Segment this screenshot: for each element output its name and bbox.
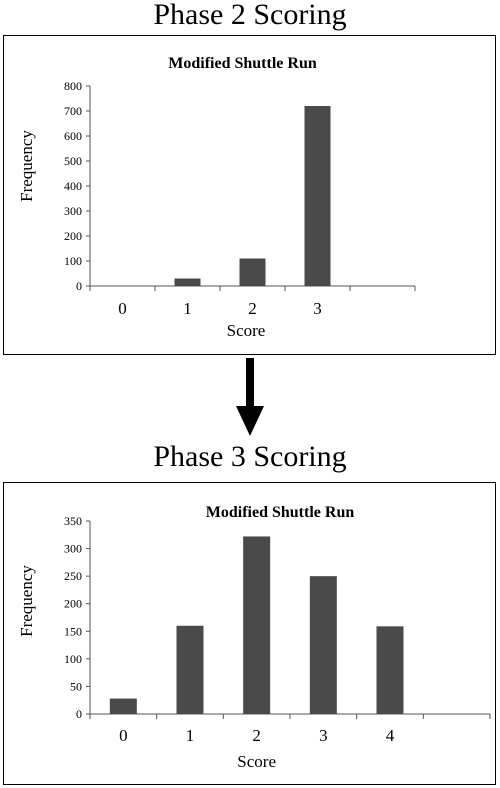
down-arrow-icon [236, 358, 264, 436]
y-tick-label: 50 [70, 679, 82, 693]
x-tick-label: 2 [248, 299, 257, 318]
y-tick-label: 350 [64, 514, 82, 528]
phase-3-chart: Modified Shuttle Run 0 50 100 150 200 250 300 35… [17, 504, 491, 771]
x-tick-label: 2 [252, 726, 261, 745]
phase-3-heading: Phase 3 Scoring [153, 440, 347, 473]
y-tick-label: 150 [64, 624, 82, 638]
x-axis-label: Score [227, 321, 266, 340]
y-tick-label: 0 [76, 707, 82, 721]
x-axis-label: Score [237, 752, 276, 771]
y-tick-label: 300 [64, 542, 82, 556]
bar [376, 626, 404, 714]
phase-2-chart-panel: Modified Shuttle Run 0 100 200 300 400 500 600 7… [3, 35, 496, 355]
phase-2-heading: Phase 2 Scoring [153, 0, 347, 31]
x-tick-label: 3 [319, 726, 328, 745]
y-tick-label: 200 [64, 597, 82, 611]
x-tick-label: 3 [313, 299, 322, 318]
y-tick-label: 0 [76, 279, 82, 293]
bar [243, 536, 271, 714]
phase-2-chart: Modified Shuttle Run 0 100 200 300 400 500 600 7… [17, 55, 416, 340]
y-axis-label: Frequency [17, 130, 36, 202]
y-tick-label: 700 [64, 104, 82, 118]
bar [109, 698, 137, 714]
chart-title: Modified Shuttle Run [206, 504, 355, 521]
x-tick-label: 0 [118, 299, 127, 318]
bar [176, 625, 204, 714]
y-tick-label: 400 [64, 179, 82, 193]
y-tick-label: 100 [64, 652, 82, 666]
y-axis-label: Frequency [17, 565, 36, 637]
bar [174, 278, 201, 286]
y-tick-label: 100 [64, 254, 82, 268]
y-tick-label: 200 [64, 229, 82, 243]
y-tick-label: 800 [64, 79, 82, 93]
y-tick-label: 250 [64, 569, 82, 583]
y-tick-label: 600 [64, 129, 82, 143]
x-tick-label: 0 [119, 726, 128, 745]
y-tick-label: 300 [64, 204, 82, 218]
bar [304, 106, 331, 286]
x-tick-label: 4 [386, 726, 395, 745]
phase-3-chart-panel: Modified Shuttle Run 0 50 100 150 200 250 300 35… [3, 482, 496, 785]
x-tick-label: 1 [186, 726, 195, 745]
x-tick-label: 1 [183, 299, 192, 318]
bar [239, 258, 266, 286]
bar [309, 576, 337, 714]
chart-title: Modified Shuttle Run [168, 55, 317, 72]
y-tick-label: 500 [64, 154, 82, 168]
